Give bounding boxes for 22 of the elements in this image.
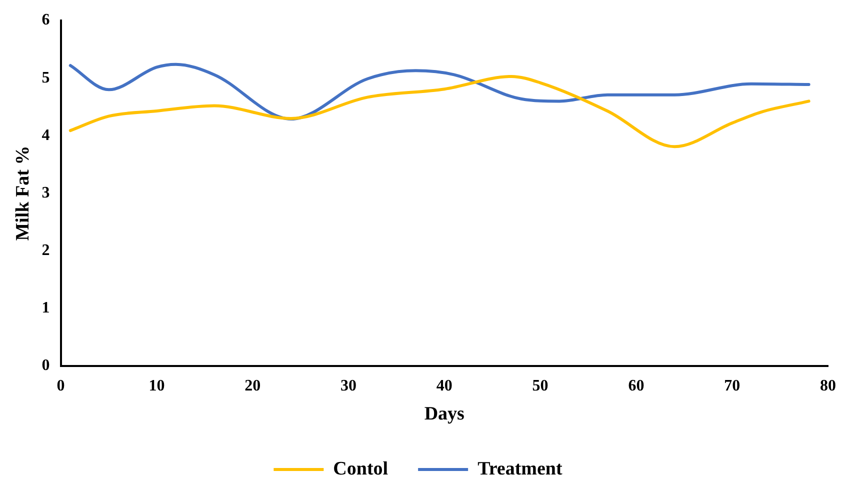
y-tick-label: 6 <box>42 12 50 29</box>
x-axis-title: Days <box>424 404 464 425</box>
legend-label: Contol <box>333 458 388 480</box>
x-tick-label: 20 <box>244 378 261 395</box>
line-series <box>68 62 810 121</box>
y-axis-title: Milk Fat % <box>12 146 34 241</box>
y-tick-label: 1 <box>42 300 50 317</box>
y-tick-label: 3 <box>42 184 50 202</box>
x-tick-label: 10 <box>148 378 165 395</box>
x-tick-label: 60 <box>628 378 644 395</box>
line-series <box>68 74 810 148</box>
x-tick-label: 70 <box>724 378 740 395</box>
y-tick-label: 5 <box>42 69 50 86</box>
legend-label: Treatment <box>478 458 564 480</box>
x-tick-label: 30 <box>340 378 356 395</box>
x-tick-label: 80 <box>820 378 836 395</box>
x-tick-label: 0 <box>56 378 65 395</box>
y-tick-label: 2 <box>42 242 50 260</box>
y-tick-label: 0 <box>42 357 50 374</box>
x-tick-label: 50 <box>532 378 548 395</box>
y-tick-label: 4 <box>42 126 50 144</box>
x-tick-label: 40 <box>436 378 452 395</box>
